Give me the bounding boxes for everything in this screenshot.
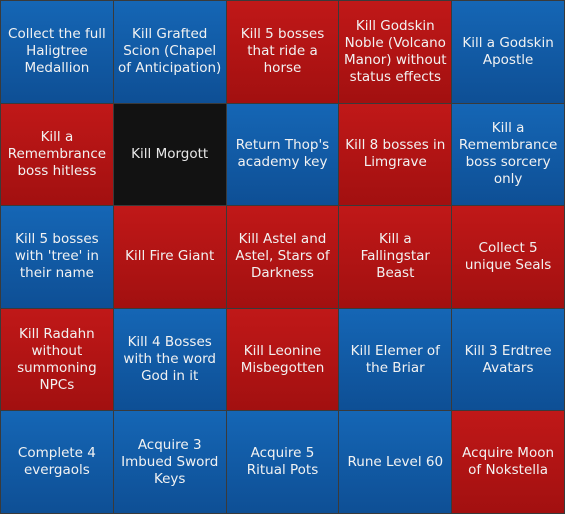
bingo-cell-r5c3[interactable]: Acquire 5 Ritual Pots — [226, 411, 339, 513]
bingo-cell-r5c5[interactable]: Acquire Moon of Nokstella — [452, 411, 564, 513]
bingo-cell-r1c2[interactable]: Kill Grafted Scion (Chapel of Anticipati… — [113, 1, 226, 103]
bingo-cell-r2c3[interactable]: Return Thop's academy key — [226, 103, 339, 206]
bingo-cell-r3c2[interactable]: Kill Fire Giant — [113, 206, 226, 308]
cell-label: Complete 4 evergaols — [17, 445, 96, 479]
cell-label: Kill 3 Erdtree Avatars — [464, 342, 552, 376]
bingo-cell-r4c2[interactable]: Kill 4 Bosses with the word God in it — [113, 308, 226, 411]
bingo-cell-r1c1[interactable]: Collect the full Haligtree Medallion — [1, 1, 113, 103]
cell-label: Acquire 5 Ritual Pots — [246, 445, 319, 479]
cell-label: Kill Astel and Astel, Stars of Darkness — [235, 231, 330, 282]
cell-label: Kill a Godskin Apostle — [462, 34, 554, 68]
bingo-cell-r1c4[interactable]: Kill Godskin Noble (Volcano Manor) witho… — [339, 1, 452, 103]
cell-label: Rune Level 60 — [347, 453, 444, 470]
cell-label: Kill a Remembrance boss hitless — [7, 128, 107, 179]
cell-label: Return Thop's academy key — [235, 137, 330, 171]
bingo-cell-r2c2[interactable]: Kill Morgott — [113, 103, 226, 206]
bingo-cell-r3c1[interactable]: Kill 5 bosses with 'tree' in their name — [1, 206, 113, 308]
cell-label: Acquire 3 Imbued Sword Keys — [121, 436, 219, 487]
cell-label: Kill Fire Giant — [125, 248, 215, 265]
bingo-cell-r5c1[interactable]: Complete 4 evergaols — [1, 411, 113, 513]
cell-label: Kill Radahn without summoning NPCs — [17, 325, 97, 393]
bingo-cell-r2c1[interactable]: Kill a Remembrance boss hitless — [1, 103, 113, 206]
cell-label: Kill Leonine Misbegotten — [240, 342, 325, 376]
bingo-cell-r4c1[interactable]: Kill Radahn without summoning NPCs — [1, 308, 113, 411]
cell-label: Kill 4 Bosses with the word God in it — [123, 334, 216, 385]
cell-label: Kill Morgott — [131, 145, 209, 162]
cell-label: Kill 8 bosses in Limgrave — [345, 137, 446, 171]
bingo-cell-r4c3[interactable]: Kill Leonine Misbegotten — [226, 308, 339, 411]
cell-label: Collect the full Haligtree Medallion — [8, 26, 106, 77]
bingo-cell-r2c4[interactable]: Kill 8 bosses in Limgrave — [339, 103, 452, 206]
bingo-cell-r1c3[interactable]: Kill 5 bosses that ride a horse — [226, 1, 339, 103]
bingo-cell-r3c3[interactable]: Kill Astel and Astel, Stars of Darkness — [226, 206, 339, 308]
cell-label: Kill a Remembrance boss sorcery only — [458, 120, 558, 188]
cell-label: Collect 5 unique Seals — [464, 239, 552, 273]
cell-label: Kill 5 bosses with 'tree' in their name — [14, 231, 99, 282]
cell-label: Kill Elemer of the Briar — [350, 342, 440, 376]
cell-label: Kill Grafted Scion (Chapel of Anticipati… — [118, 26, 222, 77]
bingo-cell-r4c5[interactable]: Kill 3 Erdtree Avatars — [452, 308, 564, 411]
cell-label: Kill a Fallingstar Beast — [360, 231, 430, 282]
bingo-cell-r2c5[interactable]: Kill a Remembrance boss sorcery only — [452, 103, 564, 206]
cell-label: Kill Godskin Noble (Volcano Manor) witho… — [343, 17, 447, 85]
bingo-cell-r4c4[interactable]: Kill Elemer of the Briar — [339, 308, 452, 411]
bingo-cell-r5c2[interactable]: Acquire 3 Imbued Sword Keys — [113, 411, 226, 513]
cell-label: Kill 5 bosses that ride a horse — [240, 26, 325, 77]
bingo-cell-r1c5[interactable]: Kill a Godskin Apostle — [452, 1, 564, 103]
bingo-cell-r3c5[interactable]: Collect 5 unique Seals — [452, 206, 564, 308]
bingo-cell-r5c4[interactable]: Rune Level 60 — [339, 411, 452, 513]
cell-label: Acquire Moon of Nokstella — [462, 445, 555, 479]
bingo-cell-r3c4[interactable]: Kill a Fallingstar Beast — [339, 206, 452, 308]
